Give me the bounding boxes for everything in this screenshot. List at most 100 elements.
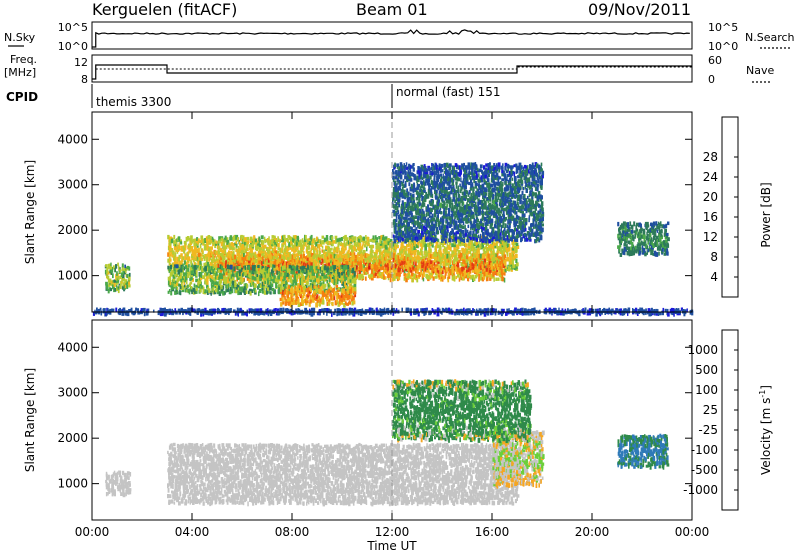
heatmap-cell xyxy=(319,284,322,288)
heatmap-cell xyxy=(209,238,212,243)
heatmap-cell xyxy=(224,249,227,255)
heatmap-cell xyxy=(237,253,241,258)
heatmap-cell xyxy=(426,269,429,273)
heatmap-cell xyxy=(262,246,265,252)
heatmap-cell xyxy=(421,261,425,265)
heatmap-cell xyxy=(167,290,170,294)
heatmap-cell xyxy=(197,240,200,245)
heatmap-cell xyxy=(422,242,425,248)
heatmap-cell xyxy=(234,282,237,287)
heatmap-cell xyxy=(296,277,299,282)
heatmap-cell xyxy=(503,268,507,273)
heatmap-cell xyxy=(351,256,354,260)
heatmap-cell xyxy=(369,238,373,242)
heatmap-cell xyxy=(491,261,495,265)
heatmap-cell xyxy=(453,270,455,276)
heatmap-cell xyxy=(369,259,372,263)
heatmap-cell xyxy=(296,285,299,291)
heatmap-cell xyxy=(404,260,407,265)
heatmap-cell xyxy=(314,292,317,296)
heatmap-cell xyxy=(402,234,405,240)
heatmap-cell xyxy=(327,245,330,250)
heatmap-cell xyxy=(316,296,320,300)
heatmap-cell xyxy=(319,298,322,303)
heatmap-cell xyxy=(267,287,271,291)
heatmap-cell xyxy=(216,253,219,258)
heatmap-cell xyxy=(335,239,337,244)
heatmap-cell xyxy=(278,271,280,275)
heatmap-cell xyxy=(346,268,348,272)
heatmap-cell xyxy=(362,236,366,241)
heatmap-cell xyxy=(237,281,240,285)
heatmap-cell xyxy=(269,262,273,267)
heatmap-cell xyxy=(399,262,403,267)
heatmap-cell xyxy=(398,237,400,242)
heatmap-cell xyxy=(328,284,331,288)
heatmap-cell xyxy=(263,290,267,295)
heatmap-cell xyxy=(170,264,172,269)
heatmap-cell xyxy=(351,247,354,253)
heatmap-cell xyxy=(236,251,239,257)
heatmap-cell xyxy=(194,252,197,257)
heatmap-cell xyxy=(216,291,220,295)
heatmap-cell xyxy=(374,262,377,267)
heatmap-cell xyxy=(289,275,292,280)
heatmap-cell xyxy=(178,238,180,242)
heatmap-cell xyxy=(291,296,293,301)
heatmap-cell xyxy=(253,235,256,240)
heatmap-cell xyxy=(206,277,209,282)
heatmap-cell xyxy=(213,259,217,265)
heatmap-cell xyxy=(399,212,403,217)
heatmap-cell xyxy=(167,252,170,257)
heatmap-cell xyxy=(223,275,226,281)
heatmap-cell xyxy=(349,271,351,276)
heatmap-cell xyxy=(465,271,467,275)
heatmap-cell xyxy=(472,277,476,282)
heatmap-cell xyxy=(342,281,345,286)
heatmap-cell xyxy=(176,286,179,290)
heatmap-cell xyxy=(443,246,446,251)
heatmap-cell xyxy=(221,285,224,290)
heatmap-cell xyxy=(259,269,262,273)
heatmap-cell xyxy=(399,174,403,180)
heatmap-cell xyxy=(331,264,335,269)
heatmap-cell xyxy=(471,239,473,245)
heatmap-cell xyxy=(218,254,221,259)
heatmap-cell xyxy=(169,280,172,286)
heatmap-cell xyxy=(392,244,395,250)
heatmap-cell xyxy=(384,236,388,242)
heatmap-cell xyxy=(179,262,182,268)
heatmap-cell xyxy=(212,264,214,269)
heatmap-cell xyxy=(312,272,316,276)
heatmap-cell xyxy=(265,288,268,292)
heatmap-cell xyxy=(407,169,410,175)
heatmap-cell xyxy=(395,223,397,228)
heatmap-cell xyxy=(424,253,427,259)
heatmap-cell xyxy=(235,272,238,278)
heatmap-cell xyxy=(258,246,262,251)
heatmap-cell xyxy=(459,274,461,279)
heatmap-cell xyxy=(207,265,210,270)
heatmap-cell xyxy=(316,294,319,298)
heatmap-cell xyxy=(328,298,330,302)
heatmap-cell xyxy=(251,289,254,293)
heatmap-cell xyxy=(250,253,253,259)
heatmap-cell xyxy=(181,268,184,273)
heatmap-cell xyxy=(487,259,490,265)
heatmap-cell xyxy=(495,277,498,281)
heatmap-cell xyxy=(420,268,423,272)
heatmap-cell xyxy=(411,247,414,251)
heatmap-cell xyxy=(418,262,421,268)
heatmap-cell xyxy=(240,267,243,272)
heatmap-cell xyxy=(265,285,267,289)
heatmap-cell xyxy=(393,250,396,255)
heatmap-cell xyxy=(423,180,425,184)
heatmap-cell xyxy=(248,244,252,248)
heatmap-cell xyxy=(433,231,436,236)
heatmap-cell xyxy=(459,257,463,262)
heatmap-cell xyxy=(394,203,397,209)
heatmap-cell xyxy=(465,262,468,266)
heatmap-cell xyxy=(173,267,176,272)
heatmap-cell xyxy=(378,274,382,279)
heatmap-cell xyxy=(377,245,381,249)
